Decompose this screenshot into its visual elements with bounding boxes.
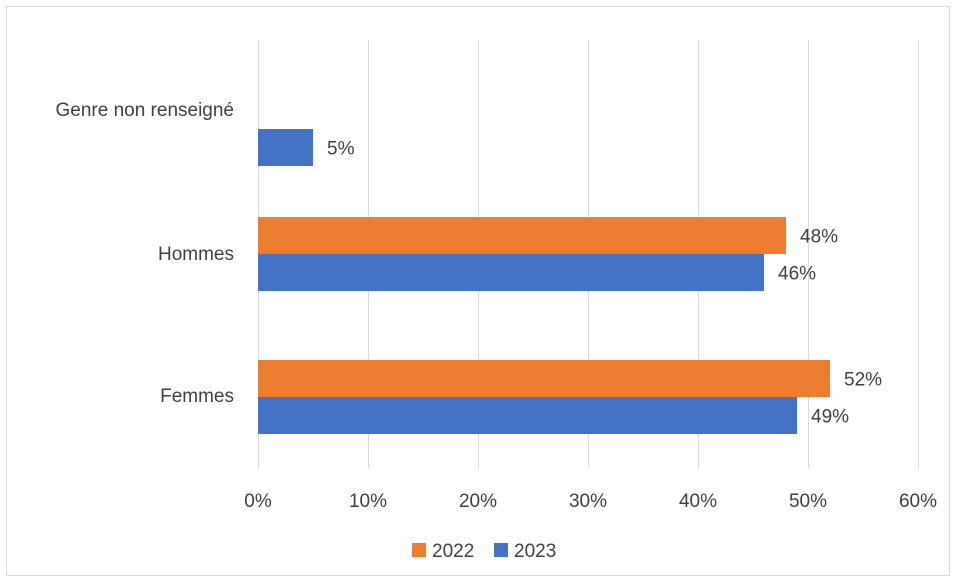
category-label: Hommes [158,244,234,265]
data-label: 52% [844,370,882,391]
data-label: 48% [800,227,838,248]
x-tick-label: 0% [244,491,272,512]
data-labels: 5% 48% 46% 52% 49% [327,139,882,428]
x-tick-label: 30% [569,491,607,512]
legend-item-2022: 2022 [412,541,474,562]
x-tick-label: 20% [459,491,497,512]
bars [258,129,830,434]
x-tick-label: 10% [349,491,387,512]
category-label: Femmes [160,386,234,407]
bar-2023 [258,254,764,291]
bar-2023 [258,397,797,434]
legend-swatch [412,543,426,557]
data-label: 49% [811,407,849,428]
legend-swatch [494,543,508,557]
x-tick-label: 50% [789,491,827,512]
legend-item-2023: 2023 [494,541,556,562]
category-labels: Genre non renseigné Hommes Femmes [55,100,234,407]
x-tick-labels: 0% 10% 20% 30% 40% 50% 60% [244,491,937,512]
bar-2022 [258,217,786,254]
category-label: Genre non renseigné [55,100,234,121]
bar-2023 [258,129,313,166]
x-tick-label: 40% [679,491,717,512]
data-label: 46% [778,264,816,285]
legend: 2022 2023 [412,541,556,562]
x-tick-label: 60% [899,491,937,512]
data-label: 5% [327,139,355,160]
bar-2022 [258,360,830,397]
legend-label: 2022 [432,541,474,562]
legend-label: 2023 [514,541,556,562]
